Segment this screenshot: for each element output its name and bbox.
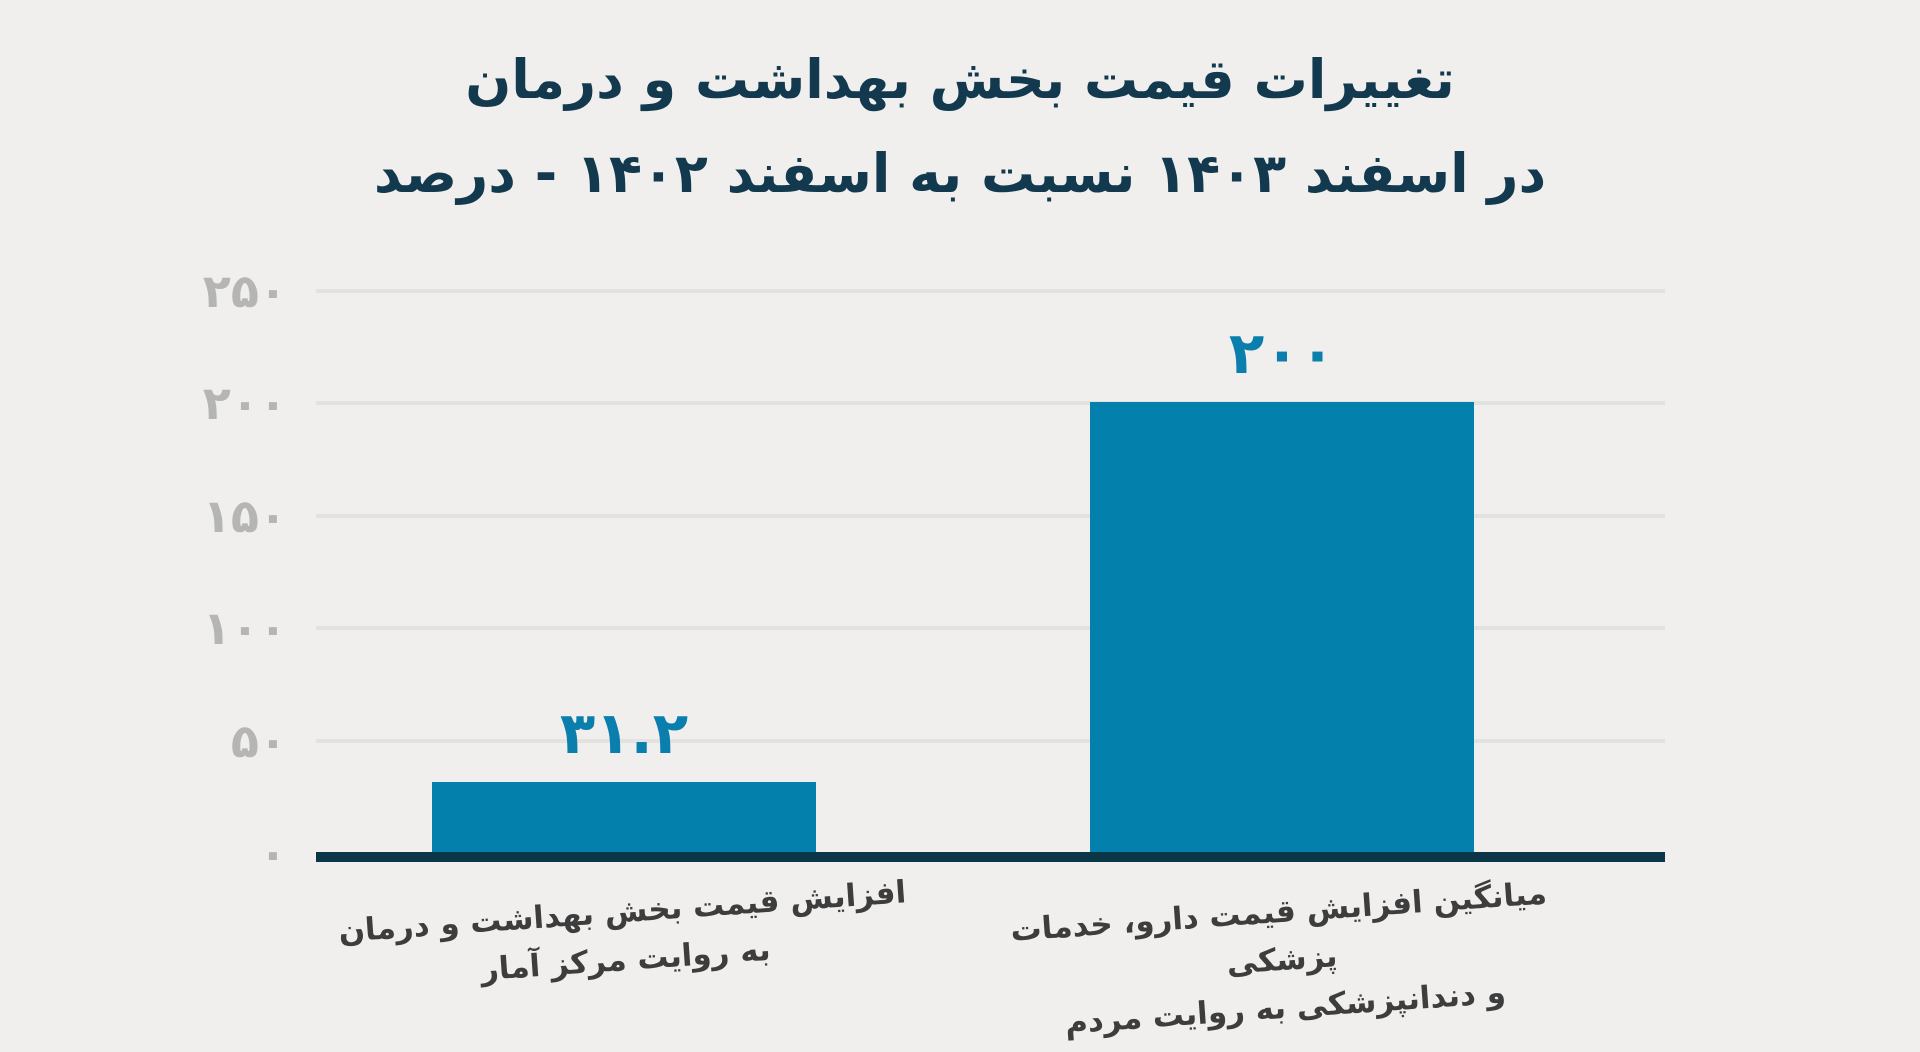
gridline bbox=[316, 401, 1665, 405]
y-tick-label: ۱۵۰ bbox=[202, 488, 287, 543]
y-tick-label: ۱۰۰ bbox=[202, 601, 287, 655]
gridline bbox=[316, 738, 1665, 743]
chart-subtitle: در اسفند ۱۴۰۳ نسبت به اسفند ۱۴۰۲ - درصد bbox=[373, 142, 1547, 205]
y-tick-label: ۲۵۰ bbox=[202, 263, 287, 318]
y-tick-label: ۵۰ bbox=[230, 713, 287, 768]
x-category-label: افزایش قیمت بخش بهداشت و درمان به روایت م… bbox=[311, 866, 936, 1005]
bar-value-label: ۲۰۰ bbox=[1228, 319, 1336, 387]
x-category-label: میانگین افزایش قیمت دارو، خدمات پزشکی و د… bbox=[968, 867, 1597, 1052]
x-axis-line bbox=[316, 852, 1665, 862]
bar-value-label: ۳۱.۲ bbox=[559, 699, 689, 767]
gridline bbox=[316, 626, 1665, 630]
bar bbox=[1090, 402, 1474, 852]
y-tick-label: ۲۰۰ bbox=[202, 376, 287, 430]
chart-title: تغییرات قیمت بخش بهداشت و درمان bbox=[465, 48, 1455, 111]
bar bbox=[432, 782, 816, 852]
gridline bbox=[316, 513, 1665, 518]
y-tick-label: ۰ bbox=[258, 826, 287, 880]
gridline bbox=[316, 288, 1665, 293]
